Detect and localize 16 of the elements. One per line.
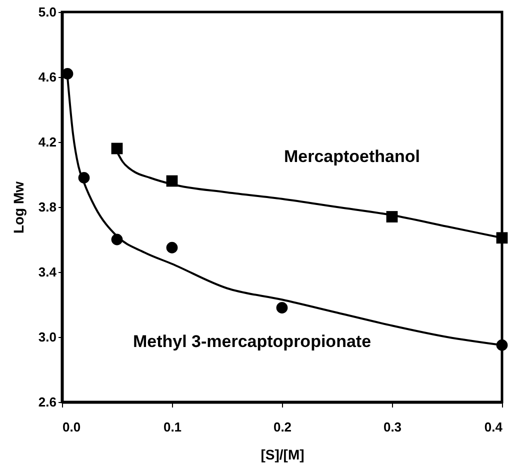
y-tick-label: 2.6 [38, 394, 56, 410]
x-tick-label: 0.2 [273, 420, 292, 434]
y-tick-label: 3.4 [38, 264, 58, 280]
text: Mercaptoethanol [284, 147, 420, 166]
y-tick-label: 5.0 [38, 4, 56, 20]
x-tick-label: 0.3 [383, 420, 402, 434]
x-tick-label: 0.4 [484, 420, 504, 434]
y-tick-label: 3.8 [38, 200, 56, 214]
y-tick-label: 4.2 [38, 134, 56, 150]
x-tick-label: 0.1 [163, 420, 182, 434]
x-axis-title: [S]/[M] [260, 446, 304, 462]
y-axis-title: Log Mw [10, 181, 26, 234]
y-tick-label: 4.6 [38, 70, 56, 84]
y-tick-label: 3.0 [38, 330, 56, 344]
text: Methyl 3-mercaptopropionate [132, 332, 372, 351]
x-tick-label: 0.0 [62, 420, 81, 434]
